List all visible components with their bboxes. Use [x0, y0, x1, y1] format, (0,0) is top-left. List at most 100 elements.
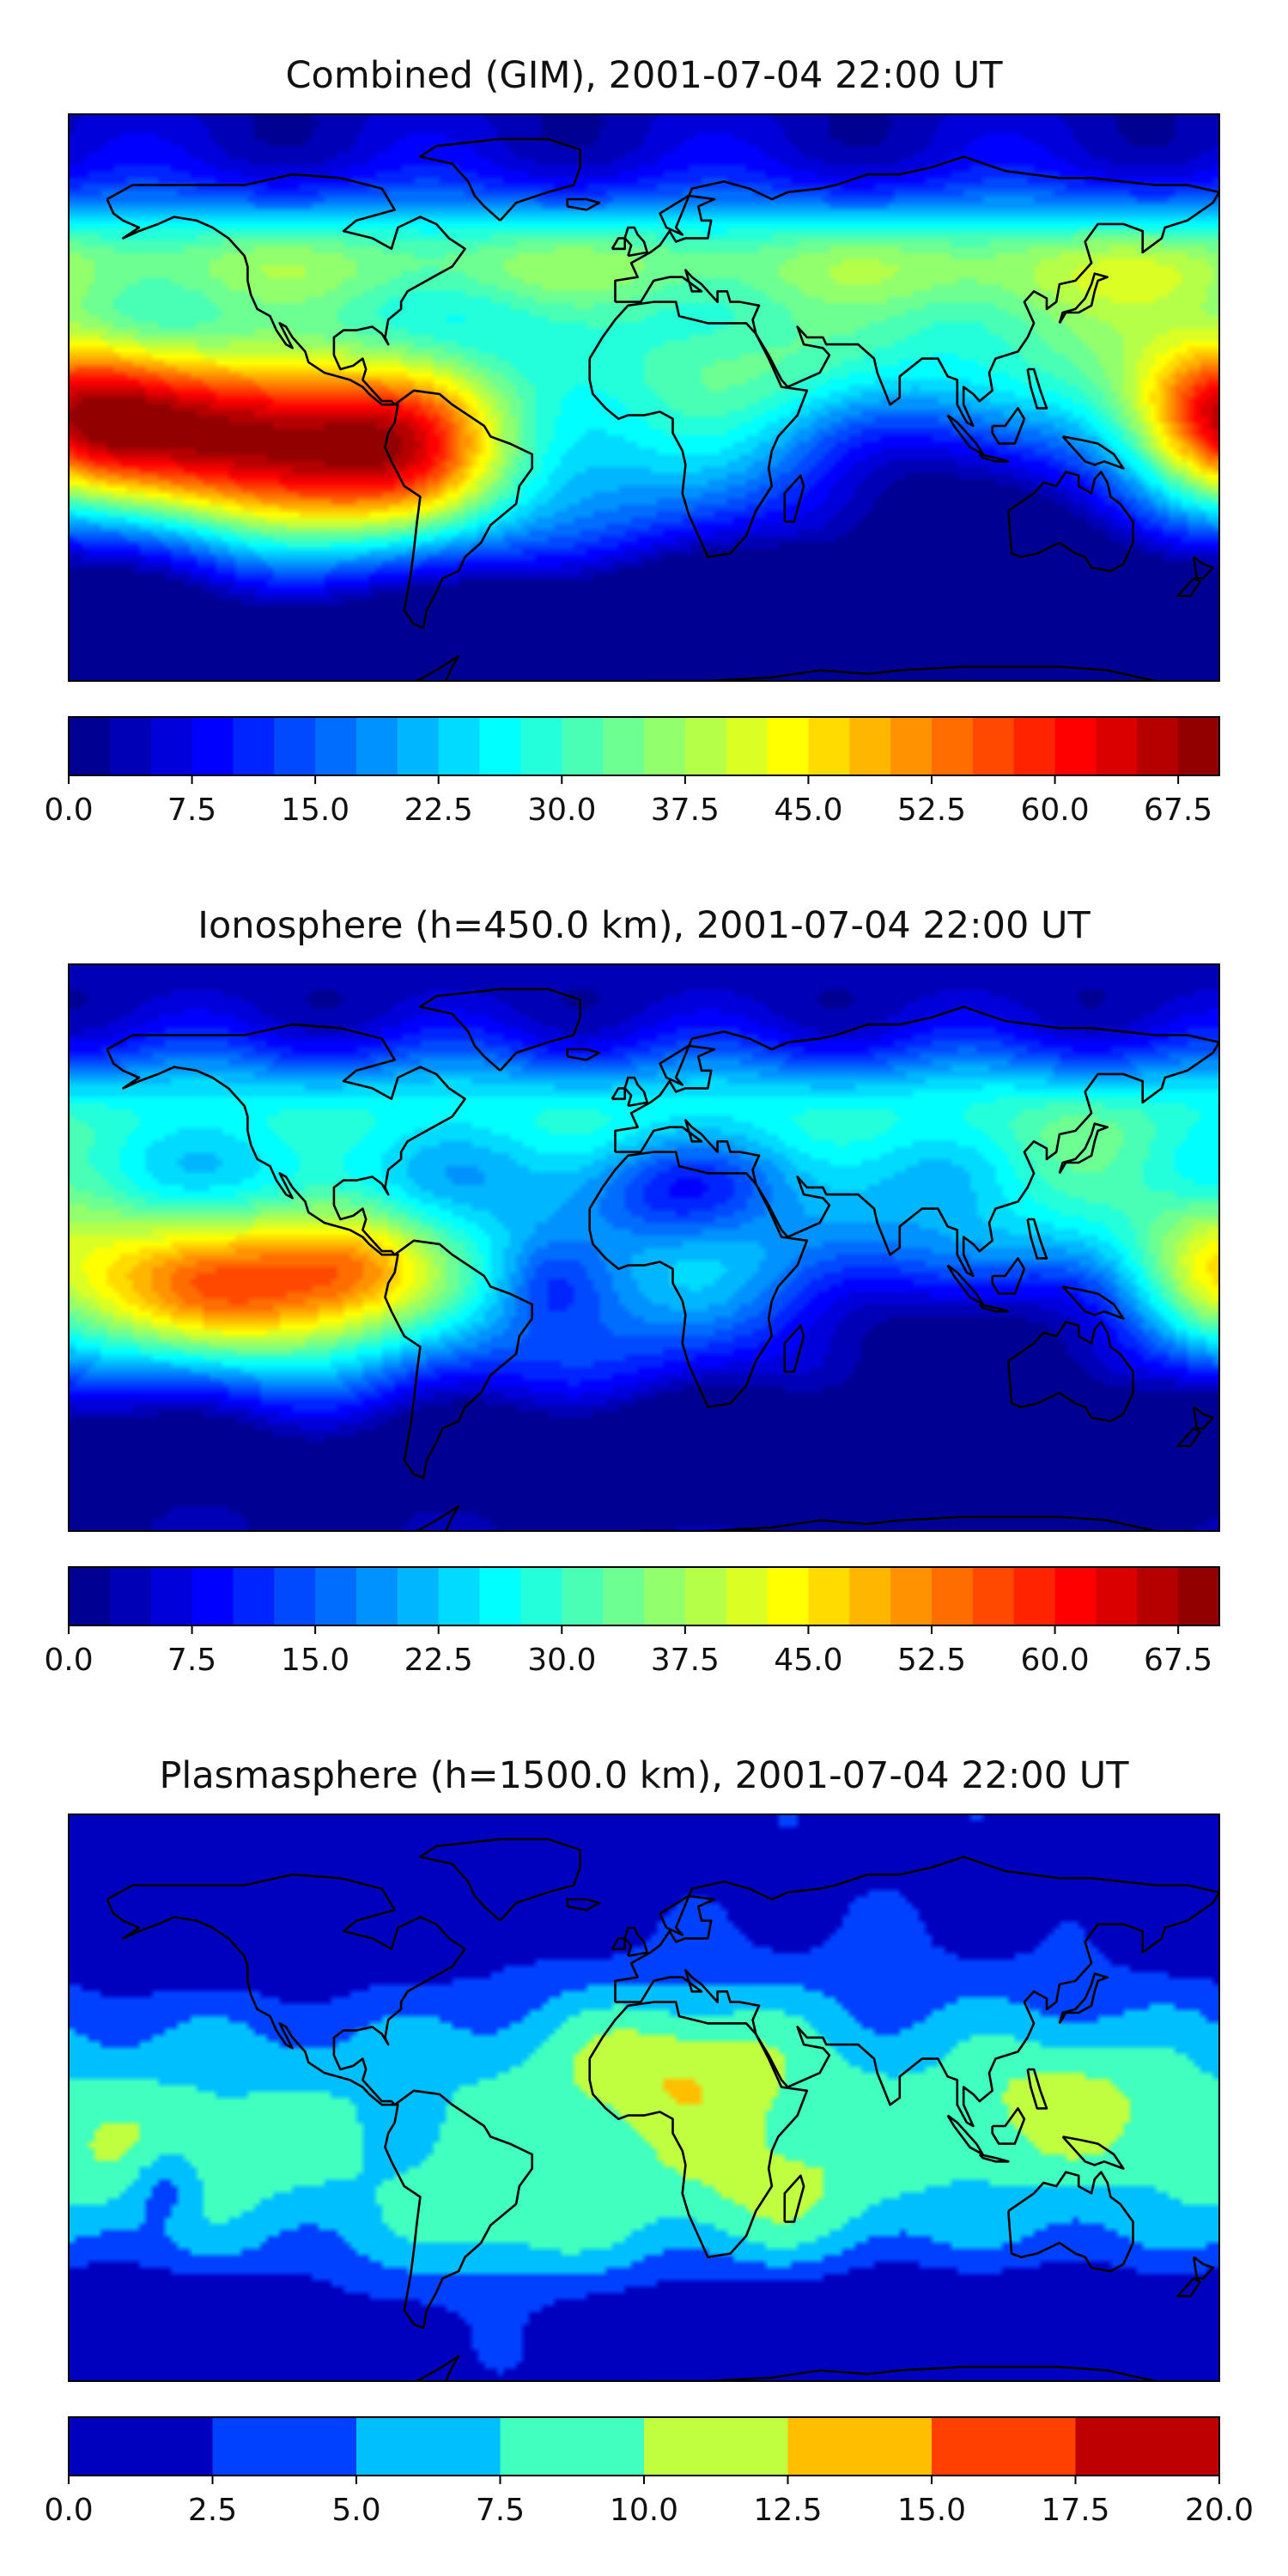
colorbar-swatch: [767, 717, 810, 775]
panel-title: Combined (GIM), 2001-07-04 22:00 UT: [285, 54, 1003, 97]
coastline: [611, 237, 626, 251]
colorbar-swatch: [356, 1567, 398, 1625]
colorbar-frame: [68, 716, 1220, 776]
colorbar-swatch: [69, 717, 111, 775]
colorbar-swatch: [274, 1567, 316, 1625]
map-frame: [68, 1814, 1220, 2382]
coastline: [588, 2001, 809, 2258]
coastlines: [106, 137, 1219, 681]
colorbar-swatch: [890, 1567, 933, 1625]
colorbar-swatch: [849, 717, 891, 775]
coastline: [1058, 1122, 1109, 1175]
coastline: [566, 1048, 601, 1061]
colorbar-swatch: [191, 1567, 234, 1625]
coastline: [1061, 1285, 1125, 1320]
coastline: [384, 389, 533, 629]
colorbar-tick-label: 5.0: [331, 2493, 380, 2528]
colorbar-tick-label: 30.0: [527, 1643, 596, 1678]
coastline: [783, 1324, 805, 1373]
coastline: [1058, 272, 1109, 325]
colorbar-swatch: [972, 1567, 1015, 1625]
coastline: [106, 1873, 466, 2106]
panel-ionosphere: Ionosphere (h=450.0 km), 2001-07-04 22:0…: [44, 904, 1220, 1678]
colorbar-swatch: [972, 717, 1015, 775]
colorbar-tick-label: 22.5: [404, 1643, 473, 1678]
coastline: [566, 1898, 601, 1911]
colorbar-swatch: [1137, 717, 1179, 775]
coastline: [783, 474, 805, 523]
coastlines: [106, 1838, 1219, 2381]
colorbar-swatch: [932, 717, 974, 775]
coastline: [1007, 1321, 1134, 1423]
colorbar-frame: [68, 1566, 1220, 1626]
coastline: [106, 1023, 466, 1256]
colorbar-swatch: [808, 717, 850, 775]
panel-plasmasphere: Plasmasphere (h=1500.0 km), 2001-07-04 2…: [44, 1754, 1254, 2528]
colorbar-swatch: [1178, 1567, 1220, 1625]
coastline: [783, 2174, 805, 2223]
coastline: [614, 1856, 1219, 2128]
colorbar-swatch: [562, 1567, 604, 1625]
colorbar-swatches: [69, 1567, 1220, 1625]
panel-combined: Combined (GIM), 2001-07-04 22:00 UT 0.0 7…: [44, 54, 1220, 828]
colorbar-swatch: [1096, 717, 1138, 775]
colorbar-swatch: [787, 2417, 933, 2476]
colorbar-tick-label: 10.0: [610, 2493, 678, 2528]
colorbar-swatches: [69, 717, 1220, 775]
colorbar: 0.0 7.5 15.0 22.5 30.0 37.5 45.0 52.5 60.0 67.5: [44, 1566, 1220, 1678]
heatmap-raster: [69, 1814, 1219, 2381]
colorbar-tick-label: 2.5: [188, 2493, 237, 2528]
colorbar-swatch: [150, 1567, 193, 1625]
coastline: [588, 1151, 809, 1408]
coastline: [978, 453, 1010, 463]
colorbar-swatch: [479, 717, 522, 775]
colorbar-swatch: [233, 717, 275, 775]
colorbar-swatch: [1054, 717, 1097, 775]
colorbar-swatch: [356, 717, 398, 775]
colorbar-ticks: 0.0 7.5 15.0 22.5 30.0 37.5 45.0 52.5 60.0 67.5: [44, 775, 1212, 828]
colorbar-swatch: [890, 717, 933, 775]
colorbar-tick-label: 15.0: [281, 1643, 349, 1678]
colorbar-tick-label: 0.0: [44, 2493, 93, 2528]
coastline: [1061, 2136, 1125, 2170]
colorbar-tick-label: 67.5: [1144, 1643, 1212, 1678]
coastline: [384, 2089, 533, 2330]
colorbar-swatch: [1096, 1567, 1138, 1625]
colorbar-tick-label: 45.0: [774, 1643, 842, 1678]
coastlines: [106, 987, 1219, 1531]
heatmap-raster: [69, 964, 1219, 1531]
coastline: [991, 407, 1026, 445]
colorbar-swatches: [69, 2417, 1220, 2476]
colorbar-swatch: [500, 2417, 645, 2476]
coastline: [384, 1239, 533, 1479]
colorbar-swatch: [603, 1567, 645, 1625]
panel-title: Ionosphere (h=450.0 km), 2001-07-04 22:0…: [197, 904, 1091, 947]
coastline: [623, 226, 648, 258]
coastline: [1007, 471, 1134, 573]
coastline: [566, 197, 601, 211]
map-area: [68, 1814, 1220, 2382]
colorbar-swatch: [684, 1567, 727, 1625]
coastline: [1007, 2171, 1134, 2273]
coastline: [419, 137, 581, 222]
coastline: [978, 2153, 1010, 2163]
coastline: [415, 654, 1161, 681]
colorbar-swatch: [932, 1567, 974, 1625]
colorbar-tick-label: 0.0: [44, 793, 93, 828]
colorbar-swatch: [109, 1567, 152, 1625]
colorbar-swatch: [274, 717, 316, 775]
colorbar-swatch: [315, 1567, 357, 1625]
colorbar-swatch: [520, 717, 562, 775]
colorbar: 0.0 7.5 15.0 22.5 30.0 37.5 45.0 52.5 60.0 67.5: [44, 716, 1220, 828]
coastline: [419, 987, 581, 1072]
colorbar-swatch: [932, 2417, 1077, 2476]
coastline: [1026, 1218, 1048, 1260]
colorbar-swatch: [356, 2417, 501, 2476]
map-area: [68, 113, 1220, 682]
colorbar-swatch: [315, 717, 357, 775]
coastline: [1058, 1972, 1109, 2025]
coastline: [1176, 2277, 1201, 2298]
coastline: [978, 1303, 1010, 1313]
coastline: [1176, 1427, 1201, 1448]
